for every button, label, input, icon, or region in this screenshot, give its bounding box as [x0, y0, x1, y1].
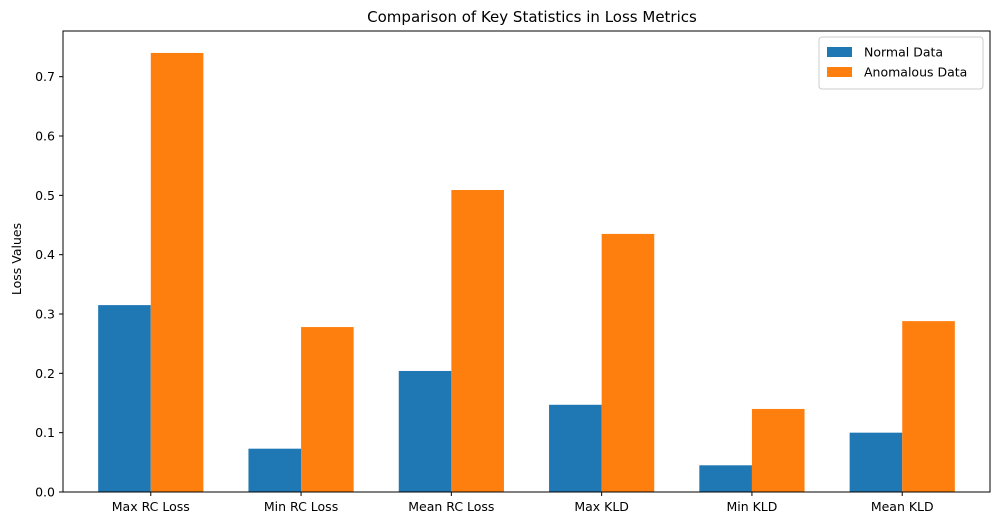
x-tick-label: Mean KLD	[871, 499, 934, 514]
y-tick-label: 0.3	[35, 307, 55, 322]
legend-label-normal: Normal Data	[864, 45, 943, 60]
x-tick-label: Min RC Loss	[264, 499, 338, 514]
plot-frame	[62, 30, 991, 493]
y-tick-label: 0.7	[35, 69, 55, 84]
y-axis-label: Loss Values	[9, 223, 24, 295]
x-tick-label: Max KLD	[574, 499, 629, 514]
y-tick-label: 0.6	[35, 129, 55, 144]
legend: Normal Data Anomalous Data	[818, 36, 984, 90]
bar-anomalous-0	[150, 52, 204, 492]
bar-normal-1	[248, 448, 302, 492]
bar-anomalous-3	[601, 233, 655, 492]
bars-group	[98, 52, 955, 492]
x-tick-label: Max RC Loss	[112, 499, 190, 514]
bar-anomalous-5	[902, 321, 955, 492]
legend-box	[818, 36, 984, 90]
bar-normal-4	[699, 465, 752, 492]
y-tick-label: 0.5	[35, 188, 55, 203]
y-tick-label: 0.4	[35, 247, 55, 262]
bar-normal-5	[849, 432, 903, 492]
y-tick-label: 0.0	[35, 485, 55, 500]
x-tick-label: Min KLD	[726, 499, 777, 514]
x-axis-ticks: Max RC Loss Min RC Loss Mean RC Loss Max KL…	[112, 492, 934, 514]
x-tick-label: Mean RC Loss	[408, 499, 494, 514]
legend-swatch-normal	[827, 47, 852, 57]
legend-swatch-anomalous	[827, 67, 852, 77]
y-tick-label: 0.2	[35, 366, 55, 381]
bar-normal-3	[549, 404, 602, 492]
legend-label-anomalous: Anomalous Data	[864, 65, 967, 80]
bar-normal-0	[98, 305, 151, 492]
bar-normal-2	[398, 370, 452, 492]
chart-title: Comparison of Key Statistics in Loss Met…	[367, 8, 697, 26]
y-tick-label: 0.1	[35, 425, 55, 440]
bar-anomalous-4	[751, 408, 805, 492]
bar-anomalous-1	[301, 327, 354, 492]
bar-anomalous-2	[451, 190, 504, 492]
y-axis-ticks: 0.0 0.1 0.2 0.3 0.4 0.5 0.6 0.7	[35, 69, 63, 500]
